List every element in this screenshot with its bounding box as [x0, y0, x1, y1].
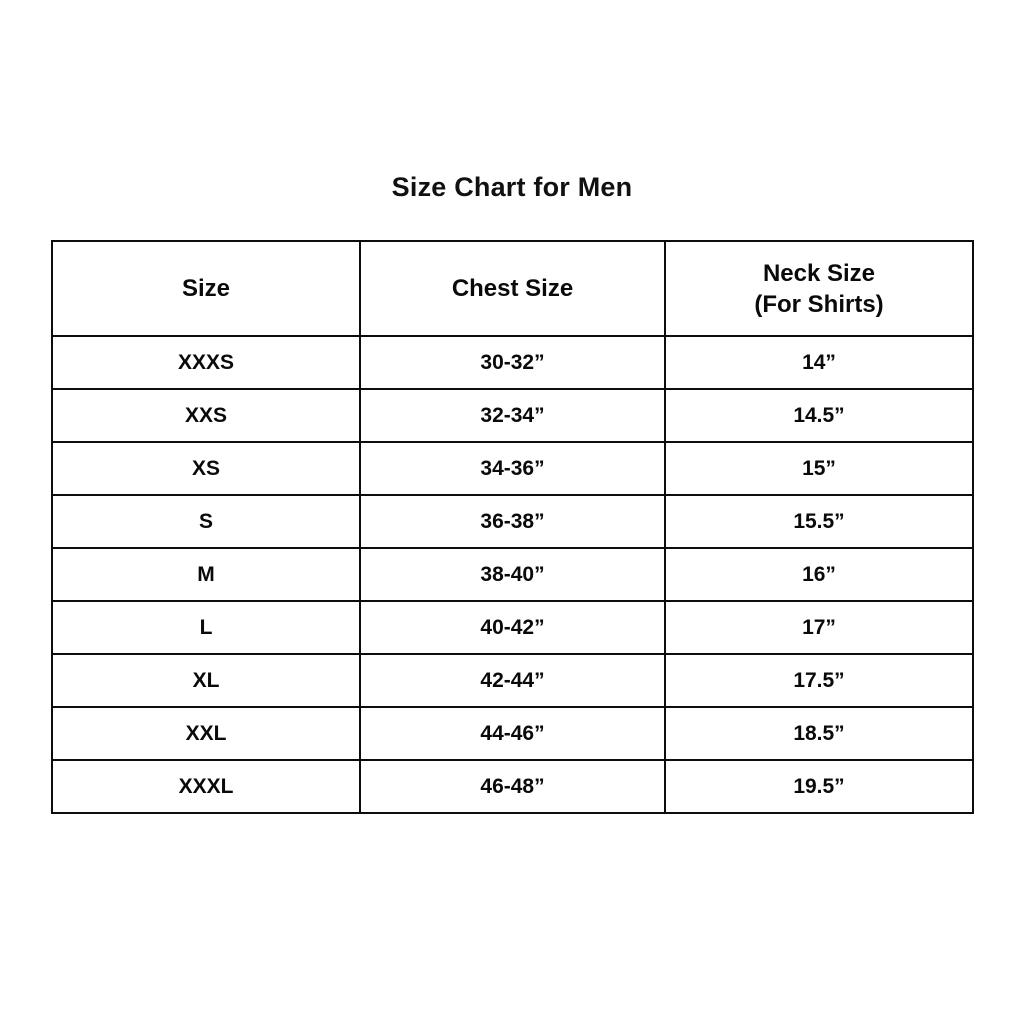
cell-size: XXXS	[51, 335, 361, 390]
table-row: S 36-38” 15.5”	[51, 494, 974, 549]
cell-size: XXL	[51, 706, 361, 761]
cell-size: XXS	[51, 388, 361, 443]
cell-neck: 15.5”	[664, 494, 974, 549]
cell-neck: 17.5”	[664, 653, 974, 708]
column-header-size-label: Size	[181, 275, 231, 302]
cell-chest: 44-46”	[359, 706, 666, 761]
column-header-neck: Neck Size (For Shirts)	[664, 240, 974, 337]
table-row: XXXL 46-48” 19.5”	[51, 759, 974, 814]
cell-size: S	[51, 494, 361, 549]
table-row: L 40-42” 17”	[51, 600, 974, 655]
cell-neck: 17”	[664, 600, 974, 655]
cell-neck: 14”	[664, 335, 974, 390]
cell-neck: 16”	[664, 547, 974, 602]
cell-neck: 19.5”	[664, 759, 974, 814]
cell-chest: 30-32”	[359, 335, 666, 390]
cell-size: M	[51, 547, 361, 602]
table-body: XXXS 30-32” 14” XXS 32-34” 14.5” XS 34-3…	[51, 335, 974, 814]
cell-chest: 42-44”	[359, 653, 666, 708]
cell-neck: 18.5”	[664, 706, 974, 761]
cell-neck: 15”	[664, 441, 974, 496]
cell-size: XS	[51, 441, 361, 496]
column-header-neck-label: Neck Size	[762, 259, 876, 287]
column-header-neck-sublabel: (For Shirts)	[754, 290, 884, 318]
table-row: M 38-40” 16”	[51, 547, 974, 602]
cell-chest: 46-48”	[359, 759, 666, 814]
cell-size: XXXL	[51, 759, 361, 814]
page-title: Size Chart for Men	[391, 172, 633, 202]
column-header-chest: Chest Size	[359, 240, 666, 337]
cell-chest: 32-34”	[359, 388, 666, 443]
cell-size: XL	[51, 653, 361, 708]
cell-chest: 38-40”	[359, 547, 666, 602]
cell-chest: 34-36”	[359, 441, 666, 496]
cell-neck: 14.5”	[664, 388, 974, 443]
table-header-row: Size Chest Size Neck Size (For Shirts)	[51, 240, 974, 337]
table-row: XXXS 30-32” 14”	[51, 335, 974, 390]
size-chart-table: Size Chest Size Neck Size (For Shirts) X…	[51, 240, 974, 814]
table-header: Size Chest Size Neck Size (For Shirts)	[51, 240, 974, 337]
table-row: XXL 44-46” 18.5”	[51, 706, 974, 761]
table-row: XXS 32-34” 14.5”	[51, 388, 974, 443]
column-header-size: Size	[51, 240, 361, 337]
cell-chest: 36-38”	[359, 494, 666, 549]
table-row: XS 34-36” 15”	[51, 441, 974, 496]
cell-chest: 40-42”	[359, 600, 666, 655]
cell-size: L	[51, 600, 361, 655]
size-table-container: Size Chest Size Neck Size (For Shirts) X…	[51, 240, 974, 814]
table-row: XL 42-44” 17.5”	[51, 653, 974, 708]
column-header-chest-label: Chest Size	[451, 275, 574, 302]
